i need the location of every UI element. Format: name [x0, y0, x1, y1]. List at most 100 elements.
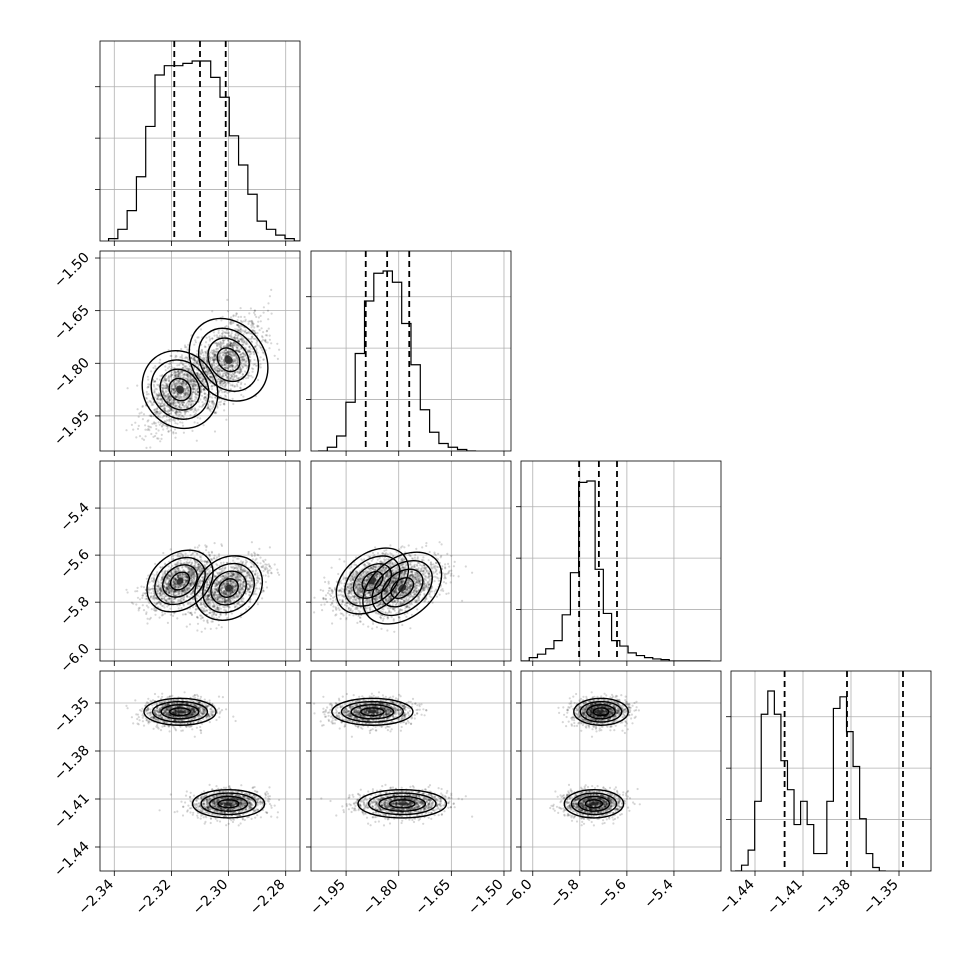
sample-point [195, 353, 198, 356]
sample-point [188, 368, 191, 371]
sample-point [236, 357, 239, 360]
sample-point [213, 557, 216, 560]
density-contour [224, 355, 233, 365]
sample-point [232, 377, 235, 380]
sample-point [207, 343, 210, 346]
sample-point [154, 380, 157, 383]
sample-point [179, 401, 182, 404]
sample-point [145, 397, 149, 400]
sample-point [248, 374, 251, 377]
sample-point [227, 366, 230, 369]
sample-point [167, 601, 170, 604]
sample-point [190, 394, 193, 397]
sample-point [250, 553, 253, 556]
sample-point [228, 353, 231, 356]
sample-point [159, 398, 162, 401]
sample-point [237, 344, 240, 348]
sample-point [234, 334, 237, 337]
sample-point [171, 598, 174, 601]
sample-point [184, 367, 187, 370]
sample-point [182, 392, 185, 395]
sample-point [170, 571, 173, 574]
sample-point [163, 584, 166, 587]
sample-point [238, 371, 241, 374]
sample-point [264, 568, 267, 571]
sample-point [160, 437, 163, 440]
sample-point [182, 366, 185, 369]
sample-point [212, 359, 215, 362]
sample-point [186, 374, 189, 377]
sample-point [181, 362, 184, 365]
sample-point [190, 562, 194, 565]
sample-point [173, 577, 176, 580]
sample-point [199, 373, 202, 376]
sample-point [171, 419, 174, 422]
sample-point [248, 587, 251, 590]
sample-point [205, 373, 208, 376]
sample-point [232, 581, 235, 584]
sample-point [165, 410, 168, 413]
sample-point [183, 413, 187, 416]
sample-point [166, 577, 169, 580]
sample-point [173, 400, 176, 403]
sample-point [227, 367, 230, 370]
sample-point [231, 584, 234, 588]
sample-point [194, 361, 197, 364]
sample-point [204, 370, 207, 373]
sample-point [165, 583, 168, 586]
sample-point [182, 397, 185, 400]
sample-point [167, 396, 170, 399]
sample-point [170, 408, 173, 411]
density-contour [197, 327, 260, 392]
sample-point [190, 380, 193, 383]
sample-point [232, 566, 235, 569]
sample-point [167, 397, 170, 400]
sample-point [176, 576, 179, 579]
sample-point [229, 599, 232, 603]
sample-point [173, 390, 176, 393]
sample-point [227, 373, 230, 376]
sample-point [213, 612, 216, 615]
sample-point [221, 332, 224, 335]
sample-point [226, 343, 229, 346]
sample-point [189, 379, 192, 382]
sample-point [225, 591, 228, 594]
sample-point [168, 362, 171, 365]
sample-point [255, 315, 258, 318]
sample-point [257, 325, 260, 328]
sample-point [238, 592, 241, 595]
sample-point [218, 600, 222, 603]
sample-point [178, 404, 181, 407]
sample-point [211, 310, 214, 313]
sample-point [157, 414, 160, 418]
sample-point [249, 591, 252, 594]
sample-point [188, 374, 191, 378]
sample-point [223, 338, 226, 341]
sample-point [230, 575, 233, 578]
sample-point [208, 408, 212, 411]
sample-point [168, 409, 171, 412]
sample-point [237, 376, 240, 380]
sample-point [186, 385, 189, 388]
sample-point [184, 590, 187, 593]
sample-point [173, 582, 176, 585]
sample-point [167, 419, 170, 422]
sample-point [259, 346, 262, 349]
sample-point [223, 403, 226, 406]
sample-point [210, 362, 213, 365]
sample-point [204, 399, 207, 402]
sample-point [206, 596, 210, 599]
sample-point [150, 370, 153, 373]
sample-point [162, 572, 165, 575]
sample-point [182, 589, 185, 593]
sample-point [179, 382, 182, 385]
sample-point [182, 405, 185, 408]
sample-point [223, 351, 226, 354]
sample-point [211, 337, 214, 340]
sample-point [232, 351, 235, 354]
sample-point [181, 403, 184, 407]
sample-point [211, 598, 214, 602]
sample-point [169, 402, 172, 405]
sample-point [249, 332, 253, 335]
sample-point [176, 395, 179, 398]
